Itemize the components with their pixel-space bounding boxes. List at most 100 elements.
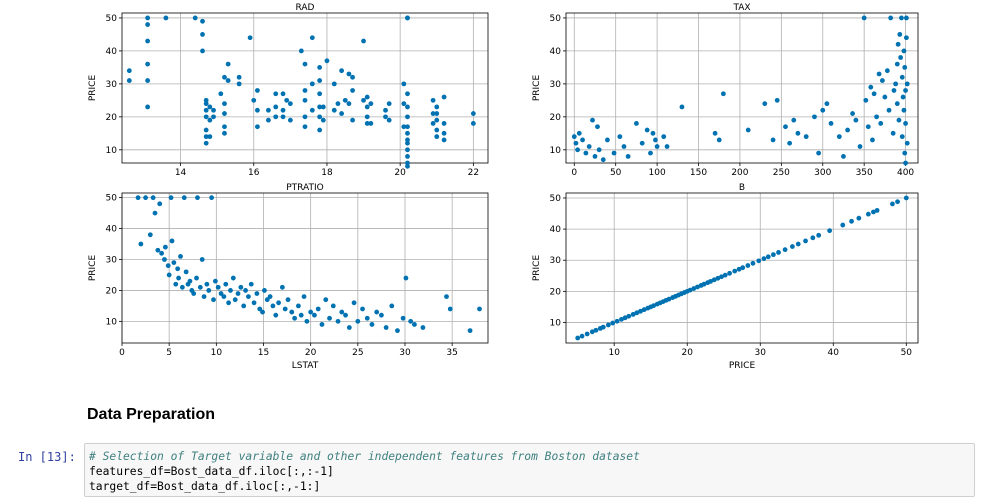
data-point <box>795 130 801 136</box>
scatter-plot-grid: 14 16 18 20 22 10 20 30 40 50 RAD PRICE 0 50 100 150 200… <box>88 3 919 371</box>
data-point <box>890 130 896 136</box>
data-point <box>405 163 410 169</box>
x-tick-label: 30 <box>755 348 767 358</box>
data-point <box>651 303 657 309</box>
data-point <box>695 284 700 290</box>
data-point <box>251 97 257 103</box>
data-point <box>317 127 323 133</box>
data-point <box>719 274 724 280</box>
x-tick-label: 16 <box>248 168 260 178</box>
data-point <box>444 294 449 300</box>
data-point <box>405 154 410 159</box>
data-point <box>312 312 317 318</box>
data-point <box>897 32 903 37</box>
data-point <box>590 117 595 123</box>
code-line-comment[interactable]: # Selection of Target variable and other… <box>89 450 640 463</box>
data-point <box>634 310 640 316</box>
data-point <box>579 333 585 339</box>
data-point <box>900 94 906 100</box>
data-point <box>882 94 888 100</box>
data-point <box>586 144 592 149</box>
data-point <box>289 309 295 315</box>
y-tick-label: 50 <box>550 14 562 24</box>
data-point <box>894 61 900 67</box>
data-point <box>622 315 628 321</box>
data-point <box>619 316 624 322</box>
data-point <box>351 300 357 306</box>
data-point <box>331 107 337 113</box>
data-point <box>441 94 447 100</box>
plot-frame <box>121 192 489 344</box>
data-point <box>893 81 899 87</box>
data-point <box>605 322 611 328</box>
data-point <box>175 266 181 272</box>
data-point <box>364 121 370 126</box>
data-point <box>896 117 902 123</box>
data-point <box>782 247 788 253</box>
data-point <box>225 61 231 67</box>
data-point <box>241 303 247 309</box>
data-point <box>902 150 908 156</box>
data-point <box>824 101 830 107</box>
data-point <box>434 111 440 116</box>
code-line-target[interactable]: target_df=Bost_data_df.iloc[:,-1:] <box>89 480 321 493</box>
data-point <box>903 88 908 93</box>
data-point <box>335 101 341 107</box>
data-point <box>412 322 417 327</box>
data-point <box>317 64 323 70</box>
data-point <box>335 318 341 324</box>
data-point <box>236 74 242 80</box>
data-point <box>162 244 168 250</box>
data-point <box>211 114 216 120</box>
data-point <box>583 150 589 156</box>
data-point <box>886 107 892 113</box>
data-point <box>379 312 384 318</box>
code-cell[interactable]: # Selection of Target variable and other… <box>84 443 975 497</box>
data-point <box>364 114 370 120</box>
x-tick-label: 0 <box>119 348 125 358</box>
data-point <box>383 325 389 330</box>
data-point <box>254 291 260 296</box>
data-point <box>639 140 645 146</box>
data-point <box>447 306 453 312</box>
data-point <box>803 134 809 140</box>
data-point <box>317 104 323 110</box>
data-point <box>145 104 151 110</box>
data-point <box>135 195 141 201</box>
data-point <box>126 78 132 83</box>
data-point <box>870 137 875 143</box>
data-point <box>203 134 209 140</box>
y-axis-label: PRICE <box>532 75 542 102</box>
data-point <box>898 55 904 60</box>
data-point <box>157 201 163 207</box>
data-point <box>315 306 321 312</box>
x-tick-label: 10 <box>211 348 223 358</box>
data-point <box>441 121 447 126</box>
data-point <box>361 97 366 103</box>
data-point <box>841 154 846 159</box>
data-point <box>716 137 722 143</box>
data-point <box>221 294 227 300</box>
data-point <box>304 318 310 324</box>
data-point <box>302 124 308 130</box>
data-point <box>745 127 751 133</box>
data-point <box>369 322 375 327</box>
data-point <box>740 265 746 271</box>
data-point <box>894 101 900 107</box>
data-point <box>218 91 224 97</box>
data-point <box>575 335 581 341</box>
y-tick-label: 40 <box>550 225 562 235</box>
data-point <box>230 275 236 281</box>
data-point <box>298 312 304 318</box>
code-line-features[interactable]: features_df=Bost_data_df.iloc[:,:-1] <box>89 465 334 478</box>
data-point <box>592 154 598 159</box>
data-point <box>383 114 388 120</box>
data-point <box>750 260 756 266</box>
data-point <box>212 278 218 284</box>
x-axis-label: LSTAT <box>292 361 319 371</box>
data-point <box>605 137 610 143</box>
data-point <box>203 140 209 146</box>
data-point <box>368 121 374 126</box>
data-point <box>575 147 580 153</box>
data-point <box>871 209 876 215</box>
